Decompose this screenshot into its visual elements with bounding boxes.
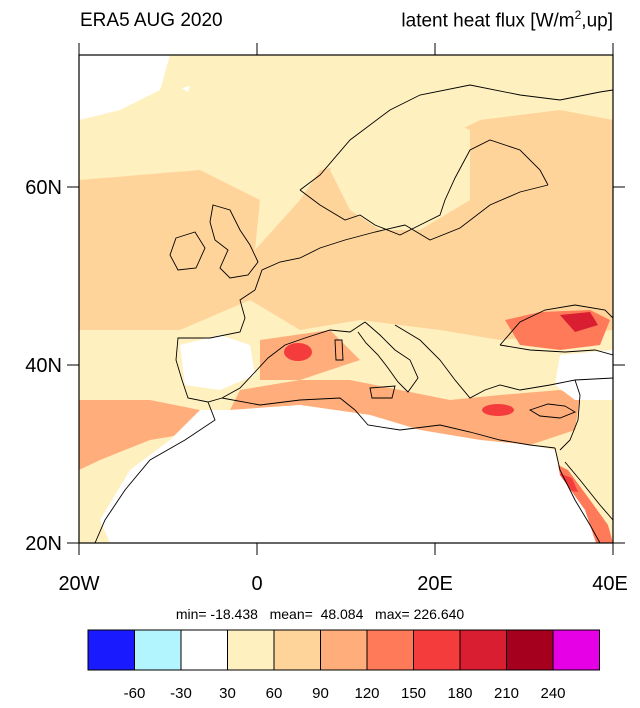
mediterranean (230, 380, 580, 445)
colorbar-label-1: -30 (170, 685, 192, 702)
lon-label-20e: 20E (417, 573, 453, 595)
red-sea-hotspot (556, 472, 578, 492)
colorbar-box-9 (506, 629, 554, 671)
colorbar-box-10 (552, 629, 600, 671)
norway-north-coast (299, 84, 613, 191)
map-field (79, 55, 613, 543)
colorbar-box-5 (320, 629, 368, 671)
red-sea-east-coast (564, 461, 613, 521)
colorbar-box-6 (366, 629, 414, 671)
red-sea-west-coast (554, 447, 601, 543)
lat-label-20n: 20N (25, 533, 62, 555)
coastlines (94, 84, 613, 543)
iceland-patch (182, 86, 190, 92)
arctic-white (79, 55, 170, 120)
stats-line: min= -18.438 mean= 48.084 max= 226.640 (175, 606, 465, 622)
colorbar-label-3: 60 (266, 685, 283, 702)
colorbar-label-6: 150 (401, 685, 426, 702)
map-frame (78, 54, 614, 544)
colorbar-label-7: 180 (447, 685, 472, 702)
lat-label-60n: 60N (25, 177, 62, 199)
scandinavia (330, 110, 470, 230)
black-sea-hotspot (560, 312, 598, 332)
colorbar-label-4: 90 (312, 685, 329, 702)
colorbar-label-0: -60 (124, 685, 146, 702)
north-sea-coast (254, 224, 406, 291)
colorbar-label-2: 30 (219, 685, 236, 702)
north-africa-coast (221, 397, 556, 449)
map-title-left: ERA5 AUG 2020 (80, 10, 223, 31)
colorbar-box-4 (273, 629, 321, 671)
black-sea-north-coast (499, 304, 613, 346)
ireland-coast (169, 231, 206, 271)
tick-marks (67, 43, 625, 555)
african-coast-band (79, 400, 210, 470)
iberia-interior (180, 335, 255, 390)
black-sea-south-coast (499, 344, 613, 356)
lat-label-40n: 40N (25, 355, 62, 377)
baltic-coast (404, 184, 549, 241)
colorbar-box-3 (227, 629, 275, 671)
crete-cyprus (528, 403, 577, 419)
balkans-turkey-coast (394, 324, 613, 399)
colorbar-labels: -60 -30 30 60 90 120 150 180 210 240 (124, 685, 566, 702)
colorbar-label-9: 240 (540, 685, 565, 702)
morocco-coast (94, 401, 216, 543)
colorbar (87, 629, 600, 671)
colorbar-box-1 (134, 629, 182, 671)
scandinavia-south-coast (299, 139, 549, 236)
colorbar-label-5: 120 (354, 685, 379, 702)
balearic-hotspot (284, 343, 312, 361)
atlantic-band (79, 170, 260, 330)
colorbar-box-8 (459, 629, 507, 671)
anatolia-east (555, 350, 613, 400)
sicily-coast (369, 385, 396, 399)
title-text-end: ,up] (581, 10, 613, 32)
map-title-right: latent heat flux [W/m2,up] (401, 8, 613, 32)
colorbar-box-7 (413, 629, 461, 671)
lon-label-40e: 40E (592, 573, 628, 595)
aegean-hotspot (482, 404, 514, 416)
italy-coast (357, 321, 419, 393)
title-text: latent heat flux [W/m (401, 10, 575, 32)
levant-coast (559, 379, 581, 451)
lon-label-0: 0 (251, 573, 262, 595)
colorbar-label-8: 210 (494, 685, 519, 702)
colorbar-box-0 (87, 629, 135, 671)
corsica-sardinia (334, 339, 344, 361)
title-superscript: 2 (574, 8, 582, 22)
sahara (100, 405, 596, 543)
lon-label-20w: 20W (58, 573, 99, 595)
colorbar-box-2 (180, 629, 228, 671)
great-britain-coast (209, 204, 259, 279)
